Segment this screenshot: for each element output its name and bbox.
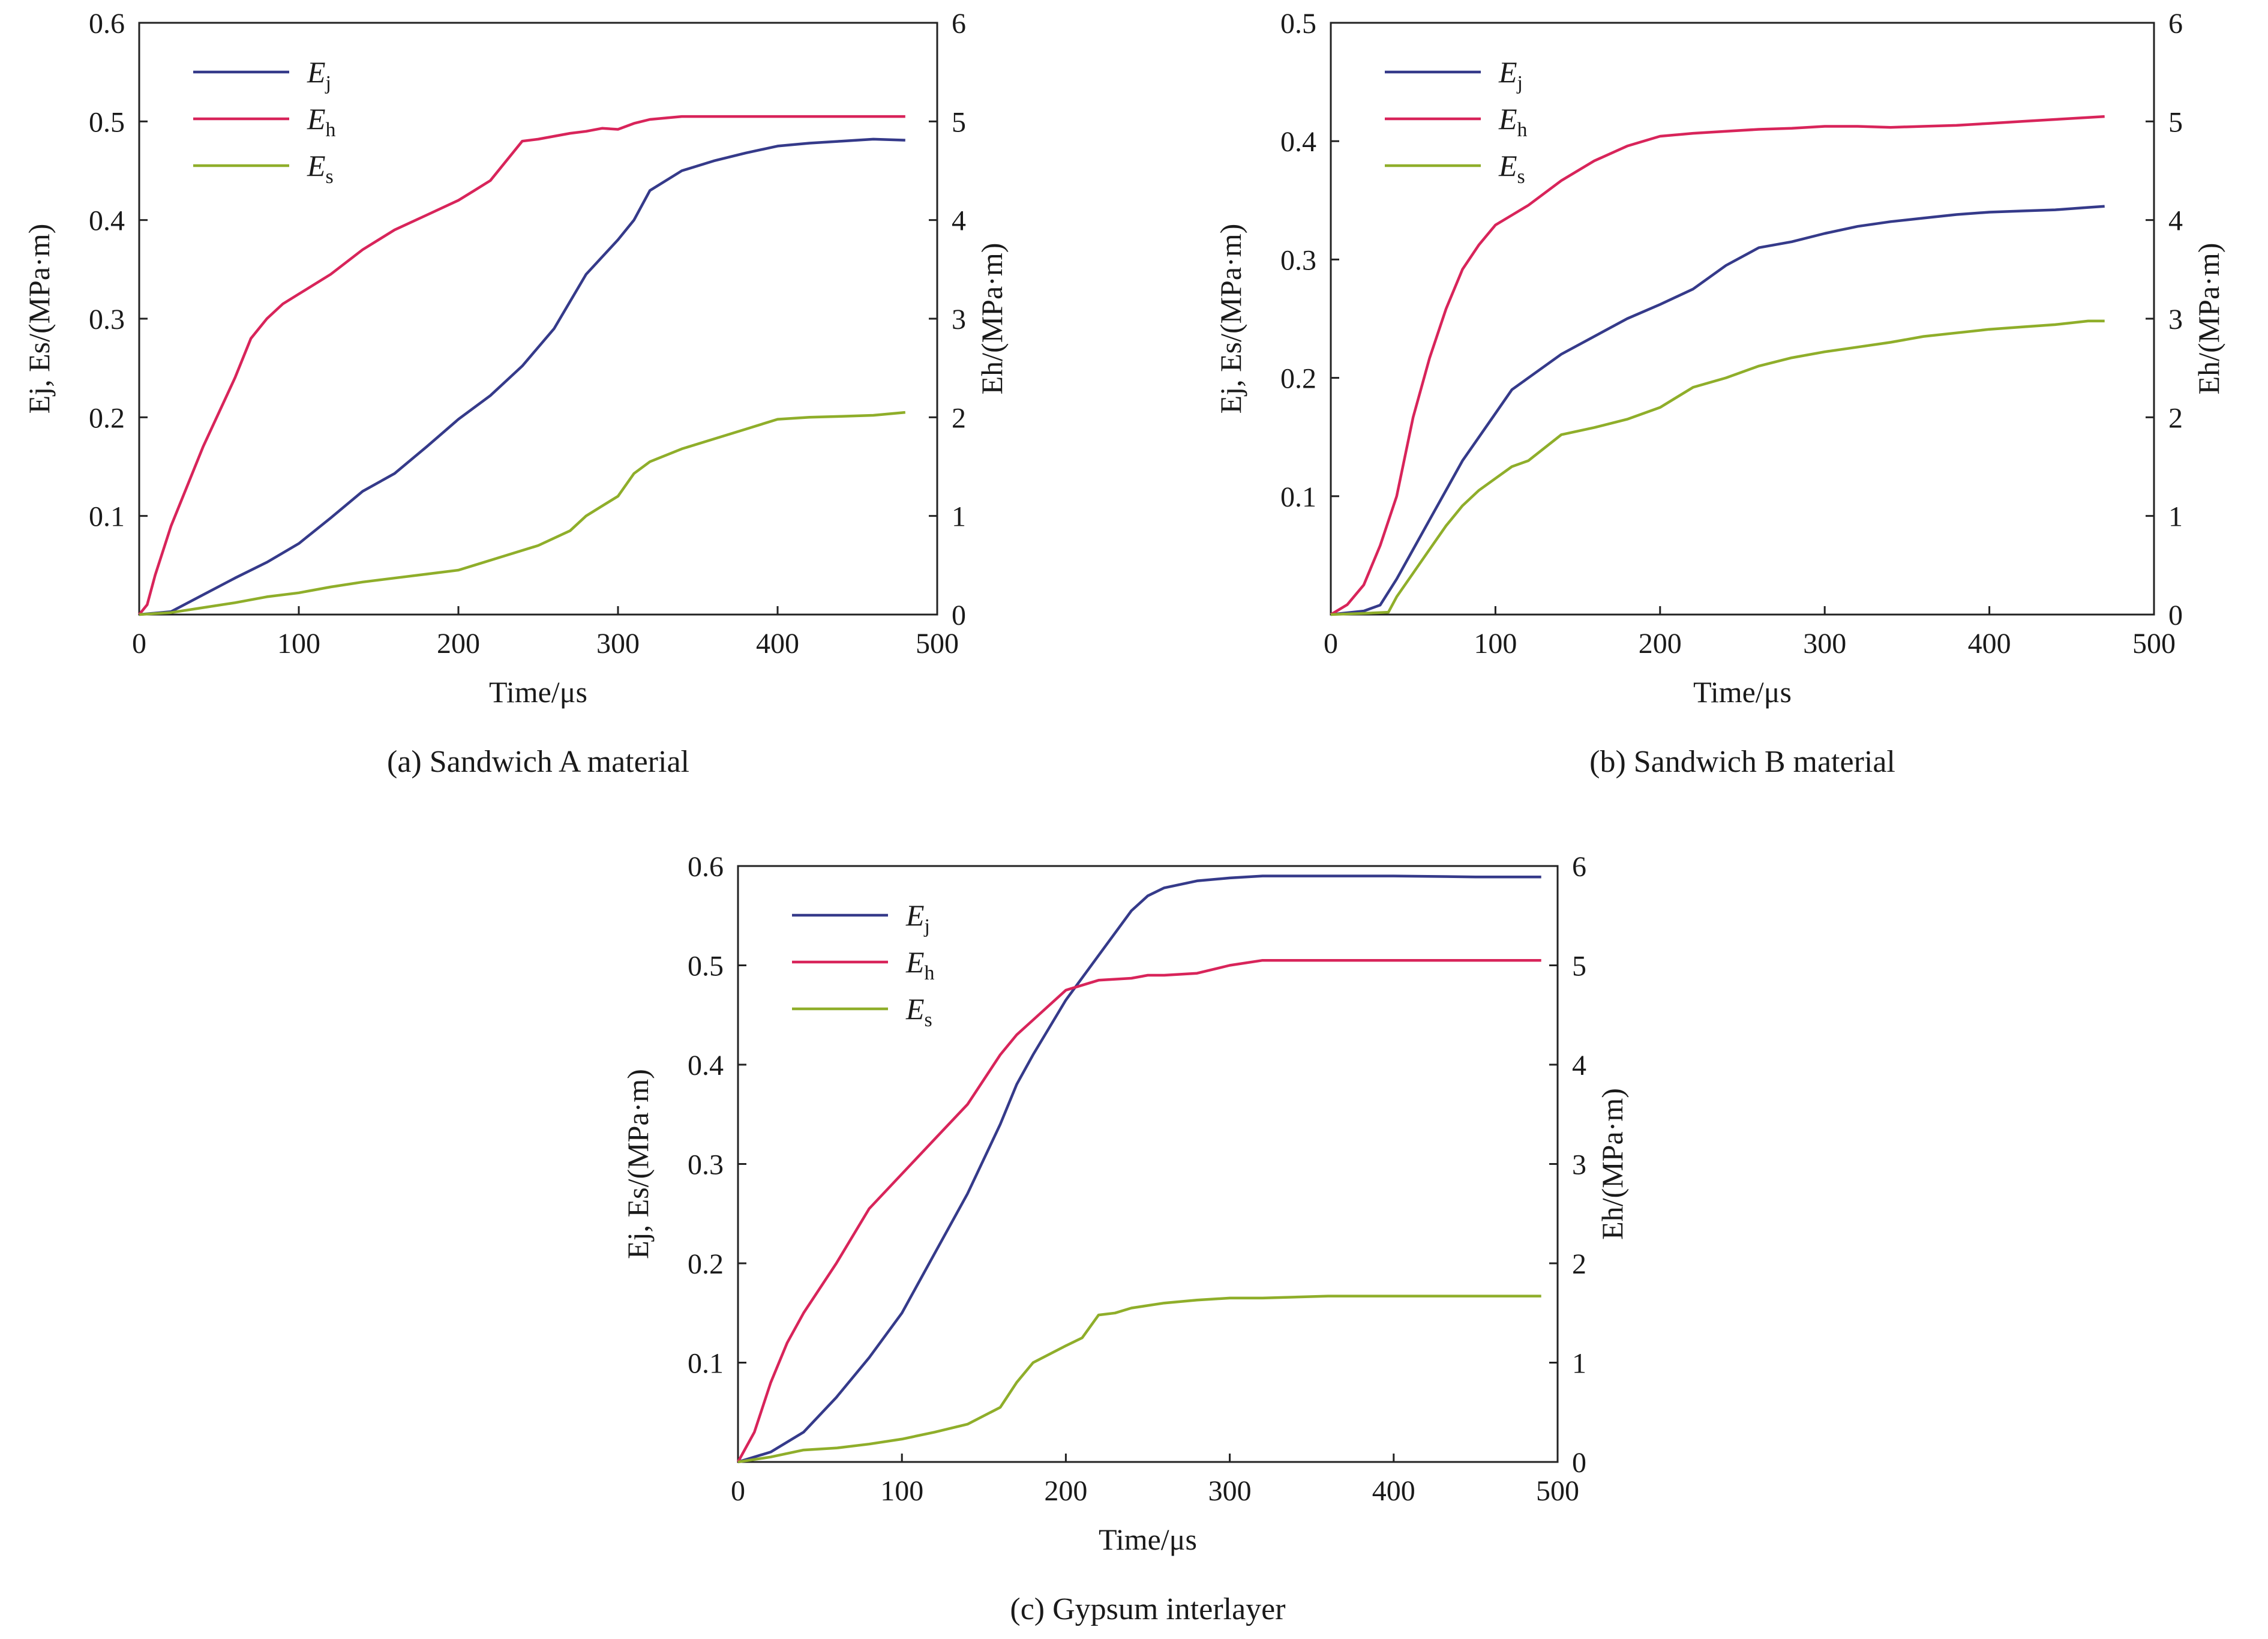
panel-1: 0 100 200 300 400 500 0.1 0.2 0.3 0.4 0.5 0.6 0 1 2 3 4 5… [22,8,1009,779]
x-tick-label: 0 [731,1475,745,1507]
y-axis-label: Ej, Es/(MPa·m) [1214,224,1247,414]
y2-tick-label: 0 [1572,1447,1586,1479]
y2-axis-label: Eh/(MPa·m) [975,243,1009,395]
y-tick-label: 0.1 [1280,481,1316,513]
y-tick-label: 0.6 [89,8,125,40]
legend-label-Ej: Ej [905,898,930,937]
x-tick-label: 0 [132,628,146,660]
legend-label-Ej: Ej [1498,55,1523,94]
y-tick-label: 0.3 [1280,244,1316,276]
x-tick-label: 400 [1372,1475,1415,1507]
x-tick-label: 300 [1208,1475,1252,1507]
x-tick-label: 400 [756,628,799,660]
y2-tick-label: 2 [952,402,966,434]
y-tick-label: 0.2 [688,1248,724,1280]
y-tick-label: 0.4 [89,205,125,237]
y2-tick-label: 2 [2168,402,2183,434]
x-axis-label: Time/μs [1693,675,1792,709]
y-tick-label: 0.4 [688,1050,724,1081]
y2-tick-label: 5 [952,106,966,138]
legend-label-Es: Es [905,992,932,1031]
x-tick-label: 300 [1803,628,1846,660]
y2-tick-label: 4 [952,205,966,237]
x-tick-label: 300 [596,628,640,660]
legend-label-Eh: Eh [1498,102,1528,141]
y-tick-label: 0.5 [1280,8,1316,40]
legend-label-Eh: Eh [905,945,935,984]
y2-tick-label: 4 [2168,205,2183,237]
panel-3: 0 100 200 300 400 500 0.1 0.2 0.3 0.4 0.5 0.6 0 1 2 3 4 5… [621,851,1629,1626]
x-tick-label: 500 [2132,628,2176,660]
y2-tick-label: 6 [952,8,966,40]
y-axis-label: Ej, Es/(MPa·m) [621,1069,655,1259]
y-tick-label: 0.1 [688,1348,724,1380]
y-tick-label: 0.1 [89,501,125,533]
y2-tick-label: 3 [1572,1149,1586,1181]
plot-frame [138,22,938,616]
y2-tick-label: 1 [2168,501,2183,533]
y-axis-label: Ej, Es/(MPa·m) [22,224,56,414]
y-tick-label: 0.3 [89,304,125,335]
panel-caption: (c) Gypsum interlayer [1010,1592,1285,1626]
series-line-Eh [737,958,1541,1463]
y2-tick-label: 5 [1572,951,1586,982]
x-tick-label: 100 [1474,628,1517,660]
y2-tick-label: 2 [1572,1248,1586,1280]
y2-tick-label: 0 [952,600,966,631]
y2-tick-label: 4 [1572,1050,1586,1081]
x-axis-label: Time/μs [489,675,587,709]
y2-tick-label: 3 [2168,304,2183,335]
y-tick-label: 0.3 [688,1149,724,1181]
series-line-Ej [1330,205,2105,616]
y2-tick-label: 5 [2168,106,2183,138]
series-line-Es [139,411,906,616]
x-tick-label: 200 [437,628,480,660]
x-tick-label: 400 [1968,628,2011,660]
series-line-Eh [1330,115,2105,616]
panel-caption: (b) Sandwich B material [1589,745,1895,779]
y2-tick-label: 1 [1572,1348,1586,1380]
y-tick-label: 0.4 [1280,126,1316,158]
panel-2: 0 100 200 300 400 500 0.1 0.2 0.3 0.4 0.5 0 1 2 3 4 5 6 Ti… [1214,8,2225,779]
y2-tick-label: 1 [952,501,966,533]
x-tick-label: 0 [1324,628,1338,660]
plot-frame [1330,22,2155,616]
series-line-Eh [138,115,905,616]
legend-label-Ej: Ej [307,55,331,94]
y-tick-label: 0.5 [688,951,724,982]
y2-tick-label: 3 [952,304,966,335]
panel-caption: (a) Sandwich A material [387,745,689,779]
plot-frame [737,865,1559,1463]
series-line-Ej [737,874,1541,1464]
x-tick-label: 200 [1044,1475,1087,1507]
legend-label-Es: Es [307,149,334,188]
series-line-Es [737,1295,1541,1464]
y-tick-label: 0.5 [89,106,125,138]
y2-axis-label: Eh/(MPa·m) [1595,1088,1629,1240]
x-tick-label: 100 [880,1475,923,1507]
legend-label-Es: Es [1498,149,1525,188]
series-line-Ej [139,137,905,616]
x-tick-label: 200 [1639,628,1682,660]
y-tick-label: 0.2 [89,402,125,434]
y-tick-label: 0.6 [688,851,724,883]
y2-tick-label: 6 [1572,851,1586,883]
y2-tick-label: 0 [2168,600,2183,631]
y2-tick-label: 6 [2168,8,2183,40]
x-tick-label: 500 [916,628,959,660]
x-tick-label: 500 [1536,1475,1579,1507]
y-tick-label: 0.2 [1280,363,1316,395]
legend-label-Eh: Eh [307,102,336,141]
x-tick-label: 100 [277,628,320,660]
y2-axis-label: Eh/(MPa·m) [2192,243,2225,395]
series-line-Es [1330,319,2105,616]
x-axis-label: Time/μs [1099,1523,1197,1556]
